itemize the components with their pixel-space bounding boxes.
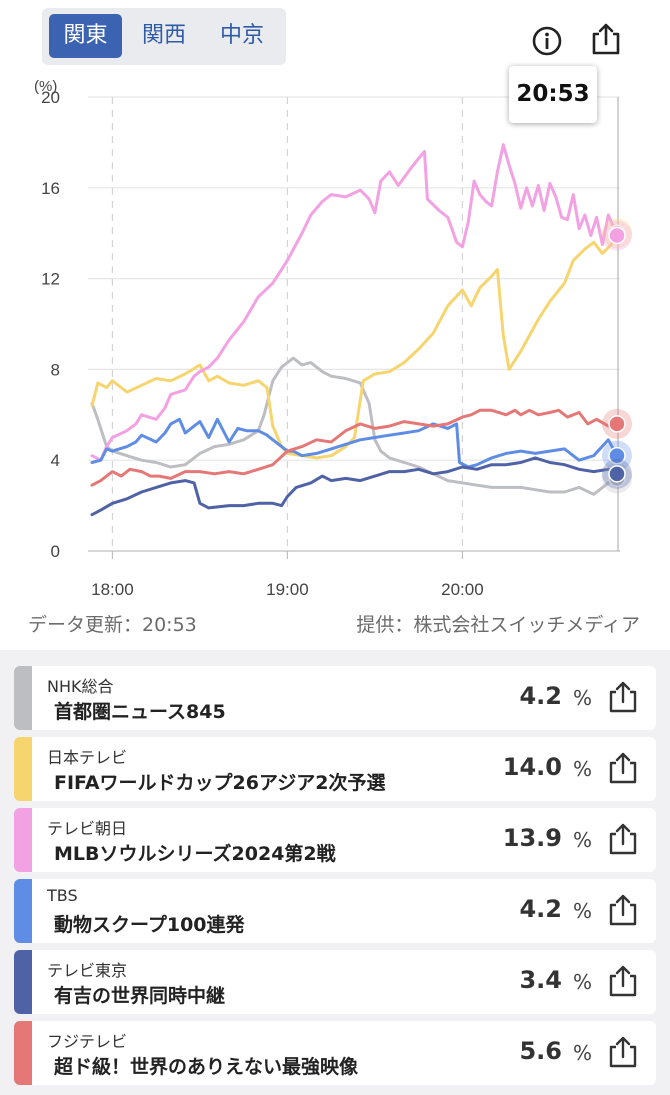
share-icon[interactable]: [606, 1035, 640, 1069]
end-marker-dot: [608, 226, 626, 245]
channel-row-tbs[interactable]: TBS 動物スクープ100連発 4.2 %: [14, 879, 656, 943]
channel-list: NHK総合 首都圏ニュース845 4.2 % 日本テレビ FIFAワールドカップ…: [0, 650, 670, 1095]
y-tick-label: 16: [41, 179, 60, 198]
x-tick-label: 18:00: [91, 580, 134, 599]
region-tab-group: 関東 関西 中京: [42, 8, 286, 65]
program-title: 有吉の世界同時中継: [54, 985, 226, 1007]
channel-color-stripe: [14, 737, 32, 801]
rating-unit: %: [572, 757, 592, 781]
series-line: [90, 408, 619, 487]
end-markers: [602, 218, 632, 494]
channel-color-stripe: [14, 950, 32, 1014]
rating-unit: %: [572, 828, 592, 852]
channel-color-stripe: [14, 808, 32, 872]
channel-row-nhk[interactable]: NHK総合 首都圏ニュース845 4.2 %: [14, 666, 656, 730]
channel-row-tv-tokyo[interactable]: テレビ東京 有吉の世界同時中継 3.4 %: [14, 950, 656, 1014]
rating-value: 4.2: [519, 682, 562, 710]
y-tick-label: 12: [41, 270, 60, 289]
rating-unit: %: [572, 1041, 592, 1065]
chart-footer: データ更新：20:53 提供：株式会社スイッチメディア: [28, 610, 640, 638]
y-tick-label: 8: [51, 360, 60, 379]
y-axis-ticks: 0 4 8 12 16 20: [41, 88, 60, 561]
series-line: [90, 231, 619, 460]
program-title: FIFAワールドカップ26アジア2次予選: [54, 772, 386, 794]
program-title: 首都圏ニュース845: [54, 701, 226, 723]
x-tick-label: 19:00: [266, 580, 309, 599]
rating-unit: %: [572, 970, 592, 994]
channel-row-fuji[interactable]: フジテレビ 超ド級！世界のありえない最強映像 5.6 %: [14, 1021, 656, 1085]
channel-name: テレビ朝日: [47, 819, 128, 838]
rating-value: 5.6: [519, 1037, 562, 1065]
channel-name: テレビ東京: [47, 961, 128, 980]
channel-name: NHK総合: [47, 677, 114, 696]
channel-row-tv-asahi[interactable]: テレビ朝日 MLBソウルシリーズ2024第2戦 13.9 %: [14, 808, 656, 872]
data-update-text: データ更新：20:53: [28, 614, 197, 636]
rating-unit: %: [572, 686, 592, 710]
y-tick-label: 20: [41, 88, 60, 107]
end-marker-dot: [608, 415, 626, 433]
series-line: [90, 456, 619, 517]
end-marker-dot: [608, 465, 626, 483]
rating-value: 14.0: [502, 753, 562, 781]
share-icon[interactable]: [606, 964, 640, 998]
tab-kanto[interactable]: 関東: [49, 14, 122, 58]
series-line: [90, 143, 619, 462]
y-axis-unit-label: (%): [34, 78, 57, 95]
share-icon[interactable]: [606, 822, 640, 856]
channel-name: 日本テレビ: [47, 748, 128, 767]
series-line: [90, 356, 619, 496]
series-line: [90, 417, 619, 469]
tab-chukyo[interactable]: 中京: [219, 23, 264, 48]
rating-value: 3.4: [519, 966, 562, 994]
time-tooltip: 20:53: [509, 66, 597, 123]
channel-color-stripe: [14, 666, 32, 730]
tab-kansai[interactable]: 関西: [141, 23, 186, 48]
channel-name: TBS: [47, 886, 78, 905]
provider-text: 提供：株式会社スイッチメディア: [356, 614, 640, 636]
y-tick-label: 0: [51, 542, 60, 561]
channel-row-ntv[interactable]: 日本テレビ FIFAワールドカップ26アジア2次予選 14.0 %: [14, 737, 656, 801]
program-title: MLBソウルシリーズ2024第2戦: [54, 843, 336, 865]
rating-value: 13.9: [502, 824, 562, 852]
program-title: 超ド級！世界のありえない最強映像: [54, 1056, 359, 1078]
y-tick-label: 4: [51, 451, 60, 470]
program-title: 動物スクープ100連発: [54, 914, 245, 936]
channel-color-stripe: [14, 1021, 32, 1085]
share-icon[interactable]: [589, 22, 623, 56]
channel-name: フジテレビ: [47, 1032, 128, 1051]
x-tick-label: 20:00: [441, 580, 484, 599]
x-axis-ticks: 18:00 19:00 20:00: [91, 580, 484, 599]
channel-color-stripe: [14, 879, 32, 943]
series-lines: [90, 143, 619, 517]
rating-unit: %: [572, 899, 592, 923]
info-icon[interactable]: [530, 24, 564, 58]
share-icon[interactable]: [606, 680, 640, 714]
end-marker-dot: [608, 446, 626, 465]
rating-value: 4.2: [519, 895, 562, 923]
share-icon[interactable]: [606, 893, 640, 927]
share-icon[interactable]: [606, 751, 640, 785]
